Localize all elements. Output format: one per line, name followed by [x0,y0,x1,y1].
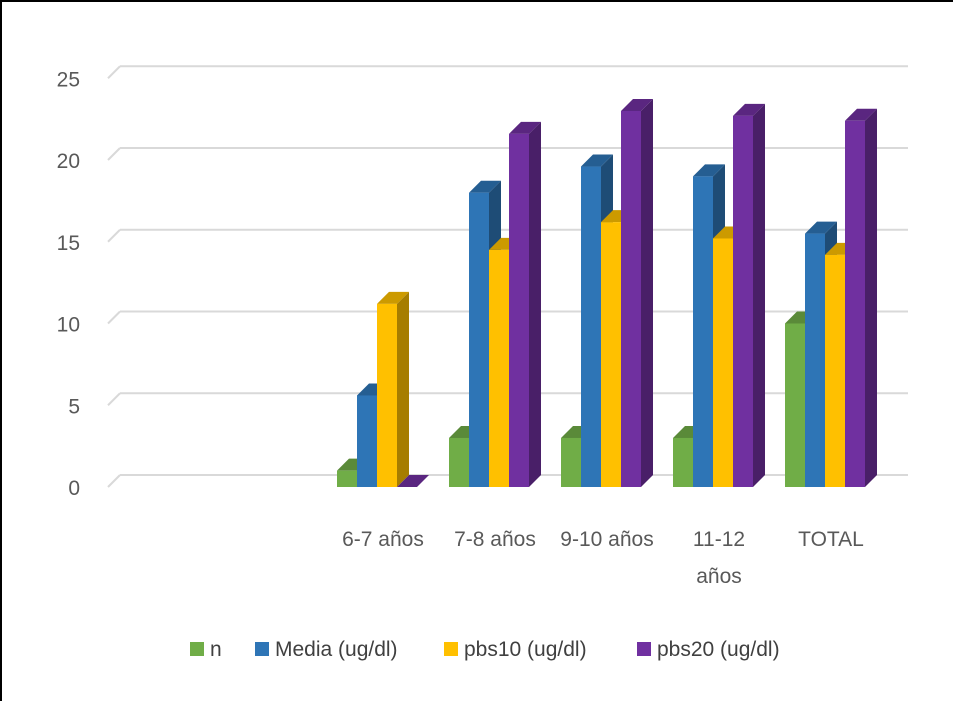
legend-label: pbs10 (ug/dl) [464,638,587,661]
gridline-side [107,65,121,79]
y-tick-label: 25 [57,68,80,91]
gridline-side [107,229,121,243]
legend-label: Media (ug/dl) [275,638,398,661]
bar-pbs20 [397,475,429,487]
legend-label: pbs20 (ug/dl) [657,638,780,661]
legend-swatch [190,642,204,656]
y-tick-label: 15 [57,232,80,255]
bar-pbs20 [845,108,877,487]
x-tick-label: 7-8 años [454,528,536,551]
legend-swatch [444,642,458,656]
floor-side-line [107,474,121,488]
bar-pbs20 [621,98,653,487]
bar-pbs10 [377,291,409,487]
x-tick-label: años [696,565,742,588]
gridline-side [107,392,121,406]
y-tick-label: 0 [68,477,80,500]
y-tick-label: 20 [57,150,80,173]
x-tick-label: TOTAL [798,528,864,551]
gridline-side [107,147,121,161]
bar-pbs20 [509,121,541,487]
x-tick-label: 9-10 años [560,528,653,551]
legend-swatch [255,642,269,656]
legend-swatch [637,642,651,656]
x-tick-label: 6-7 años [342,528,424,551]
y-tick-label: 5 [68,395,80,418]
y-tick-label: 10 [57,314,80,337]
legend-label: n [210,638,222,661]
x-tick-label: 11-12 [693,528,745,551]
bar-pbs20 [733,103,765,487]
gridline-side [107,310,121,325]
